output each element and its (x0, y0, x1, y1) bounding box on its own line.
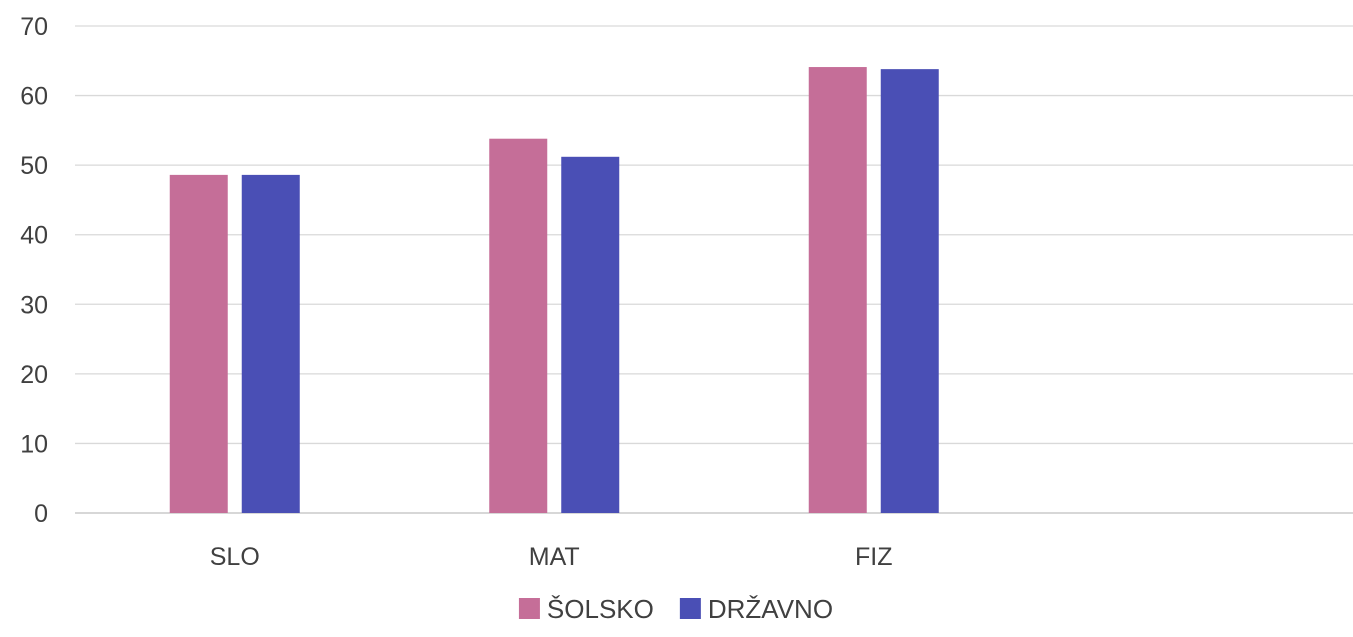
y-tick-label: 20 (20, 361, 48, 389)
bar-državno-fiz (880, 69, 939, 514)
y-tick-label: 70 (20, 13, 48, 41)
y-tick-label: 60 (20, 83, 48, 111)
y-axis-tick-labels: 0 10 20 30 40 50 60 70 (20, 13, 48, 528)
bar-državno-slo (241, 174, 300, 513)
y-tick-label: 10 (20, 430, 48, 458)
bars (169, 67, 939, 514)
x-tick-label: SLO (210, 543, 260, 571)
legend-item-šolsko: ŠOLSKO (518, 594, 654, 624)
legend-swatch (518, 598, 540, 619)
x-tick-label: FIZ (855, 543, 893, 571)
y-tick-label: 30 (20, 291, 48, 319)
legend-label: DRŽAVNO (708, 594, 833, 624)
x-axis-tick-labels: SLO MAT FIZ (210, 543, 893, 571)
legend-label: ŠOLSKO (547, 594, 654, 624)
bar-šolsko-slo (169, 174, 228, 513)
y-tick-label: 0 (34, 500, 48, 528)
x-tick-label: MAT (529, 543, 580, 571)
y-tick-label: 50 (20, 152, 48, 180)
legend-swatch (679, 598, 701, 619)
bar-šolsko-mat (489, 138, 548, 513)
legend: ŠOLSKO DRŽAVNO (518, 594, 833, 624)
y-tick-label: 40 (20, 222, 48, 250)
bar-šolsko-fiz (808, 67, 867, 513)
bar-državno-mat (561, 156, 620, 513)
legend-item-državno: DRŽAVNO (679, 594, 833, 624)
